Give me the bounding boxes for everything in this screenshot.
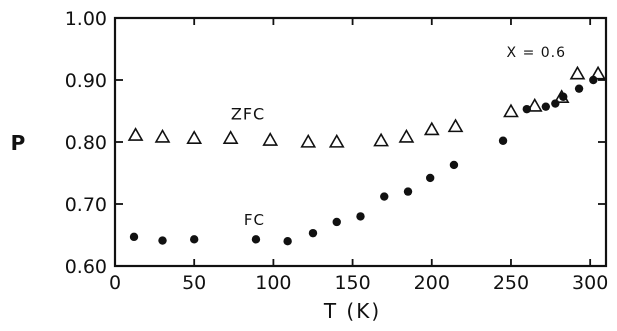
x-tick-label: 150 [334, 272, 370, 294]
x-tick-label: 100 [255, 272, 291, 294]
y-tick-label: 1.00 [65, 8, 107, 30]
fc-point [283, 237, 292, 246]
x-tick-label: 200 [414, 272, 450, 294]
y-tick-label: 0.70 [65, 194, 107, 216]
fc-point [356, 212, 365, 221]
ticks: 0 50 100 150 200 250 300 0.60 0.70 0.80 0.90 1.00 [65, 8, 609, 294]
zfc-point [154, 128, 171, 143]
zfc-point [222, 130, 239, 144]
fc-point [251, 235, 261, 244]
fc-point [449, 160, 459, 170]
fc-point [129, 232, 139, 242]
fc-point [425, 173, 435, 183]
zfc-point [398, 128, 415, 143]
fc-point [380, 192, 389, 201]
y-tick-label: 0.80 [65, 132, 107, 154]
x-axis-label: T (K) [323, 299, 381, 323]
zfc-point [569, 65, 586, 80]
fc-point [158, 236, 167, 245]
x-tick-label: 50 [182, 272, 206, 294]
zfc-point [503, 103, 519, 118]
series-zfc [127, 65, 606, 148]
zfc-point [423, 121, 440, 136]
zfc-point [300, 133, 317, 148]
zfc-point [590, 65, 606, 80]
zfc-point [447, 118, 464, 133]
y-tick-label: 0.90 [65, 70, 107, 92]
fc-point [559, 92, 568, 101]
fc-point [189, 235, 199, 244]
fc-point [498, 136, 508, 145]
zfc-point [186, 130, 203, 144]
annotation-label: ZFC [231, 105, 265, 124]
fc-point [308, 228, 318, 238]
zfc-point [127, 127, 144, 141]
y-axis-label: P [11, 131, 26, 155]
fc-point [403, 187, 413, 196]
zfc-point [526, 97, 543, 112]
fc-point [574, 84, 584, 93]
annotation-label: X = 0.6 [507, 45, 567, 61]
fc-point [522, 104, 532, 114]
fc-point [541, 102, 551, 111]
fc-point [589, 75, 598, 85]
x-tick-label: 0 [109, 272, 121, 294]
zfc-point [328, 133, 345, 148]
fc-point [551, 99, 560, 108]
data-marks [127, 65, 606, 246]
y-tick-label: 0.60 [65, 256, 107, 278]
x-tick-label: 300 [572, 272, 608, 294]
zfc-point [262, 132, 279, 146]
axis-labels: T (K) P [11, 131, 381, 323]
annotation-label: FC [244, 211, 265, 229]
zfc-point [373, 132, 389, 147]
fc-point [332, 217, 341, 227]
series-fc [129, 75, 598, 246]
x-tick-label: 250 [493, 272, 529, 294]
annotations: X = 0.6 ZFC FC [231, 45, 567, 229]
